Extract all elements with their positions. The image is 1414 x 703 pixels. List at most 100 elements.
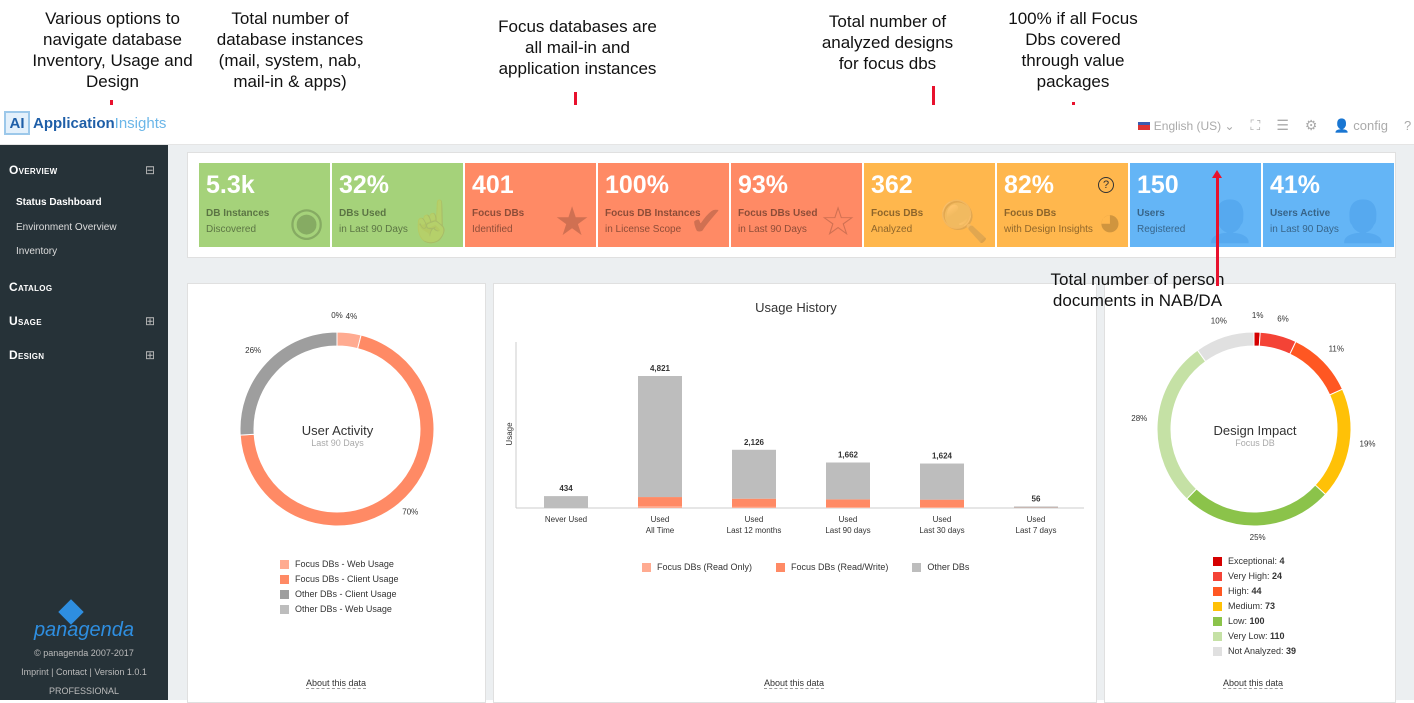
bar-segment[interactable]: [732, 507, 776, 508]
legend-label: Very High: 24: [1228, 571, 1282, 581]
legend-label: Focus DBs - Client Usage: [295, 574, 399, 584]
about-data-link[interactable]: About this data: [764, 678, 824, 689]
x-tick-label: Used: [745, 515, 764, 524]
bar-segment[interactable]: [544, 496, 588, 508]
legend-label: Focus DBs (Read/Write): [791, 562, 888, 572]
legend-swatch: [280, 575, 289, 584]
bar-segment[interactable]: [732, 450, 776, 499]
donut-slice[interactable]: [1187, 485, 1326, 526]
copyright: © panagenda 2007-2017: [0, 648, 168, 658]
kpi-value: 401: [472, 171, 589, 200]
bar-segment[interactable]: [638, 506, 682, 508]
about-data-link[interactable]: About this data: [306, 678, 366, 689]
legend-item[interactable]: Focus DBs (Read/Write): [776, 562, 888, 572]
sidebar-section-design[interactable]: Design⊞: [9, 348, 44, 362]
bar-segment[interactable]: [826, 507, 870, 508]
legend-item[interactable]: Exceptional: 4: [1213, 556, 1296, 566]
sidebar: Overview⊟ Status Dashboard Environment O…: [0, 145, 168, 700]
legend-item[interactable]: Medium: 73: [1213, 601, 1296, 611]
fullscreen-icon[interactable]: ⛶: [1251, 117, 1261, 134]
legend-label: Low: 100: [1228, 616, 1265, 626]
sidebar-section-usage[interactable]: Usage⊞: [9, 314, 42, 328]
legend-item[interactable]: Focus DBs (Read Only): [642, 562, 752, 572]
bar-segment[interactable]: [638, 497, 682, 506]
legend-item[interactable]: Other DBs - Web Usage: [280, 604, 399, 614]
sidebar-section-overview[interactable]: Overview⊟: [9, 163, 57, 177]
user-menu[interactable]: 👤 config: [1333, 118, 1388, 134]
slice-label: 6%: [1277, 315, 1289, 324]
legend-label: Exceptional: 4: [1228, 556, 1285, 566]
kpi-value: 32%: [339, 171, 456, 200]
legend-item[interactable]: Other DBs: [912, 562, 969, 572]
chart-title: Design Impact: [1105, 423, 1405, 438]
legend-item[interactable]: Not Analyzed: 39: [1213, 646, 1296, 656]
sidebar-item-status-dashboard[interactable]: Status Dashboard: [16, 197, 102, 208]
legend-item[interactable]: High: 44: [1213, 586, 1296, 596]
legend: Focus DBs (Read Only) Focus DBs (Read/Wri…: [642, 562, 969, 577]
legend-swatch: [1213, 617, 1222, 626]
x-tick-label: Last 90 days: [825, 526, 870, 535]
bar-value-label: 1,662: [838, 450, 859, 459]
bar-segment[interactable]: [920, 500, 964, 507]
expand-icon[interactable]: ⊞: [145, 314, 155, 328]
help-icon[interactable]: ?: [1404, 118, 1414, 133]
bar-segment[interactable]: [1014, 506, 1058, 507]
legend-item[interactable]: Focus DBs - Client Usage: [280, 574, 399, 584]
footer-links[interactable]: Imprint | Contact | Version 1.0.1: [0, 667, 168, 677]
annotation-arrow: [1216, 176, 1219, 286]
flag-icon: [1138, 122, 1150, 130]
sidebar-item-inventory[interactable]: Inventory: [16, 246, 57, 257]
design-impact-panel: 1%6%11%19%25%28%10% Design Impact Focus …: [1104, 283, 1396, 703]
legend-label: Other DBs: [927, 562, 969, 572]
sidebar-item-environment-overview[interactable]: Environment Overview: [16, 222, 117, 233]
bar-segment[interactable]: [826, 462, 870, 499]
legend-item[interactable]: Low: 100: [1213, 616, 1296, 626]
donut-slice[interactable]: [1197, 332, 1254, 362]
bar-segment[interactable]: [638, 376, 682, 497]
legend-item[interactable]: Focus DBs - Web Usage: [280, 559, 399, 569]
user-activity-panel: 4%70%26%0% User Activity Last 90 Days Fo…: [187, 283, 486, 703]
bar-value-label: 434: [559, 484, 573, 493]
user-icon: 👤: [1205, 198, 1255, 245]
annotation-2: Total number of database instances (mail…: [205, 8, 375, 92]
annotation-3: Focus databases are all mail-in and appl…: [490, 16, 665, 79]
menu-icon[interactable]: ☰: [1276, 117, 1289, 134]
legend-label: Medium: 73: [1228, 601, 1275, 611]
collapse-icon[interactable]: ⊟: [145, 163, 155, 177]
y-axis-label: Usage: [505, 422, 514, 446]
kpi-value: 362: [871, 171, 988, 200]
gear-icon[interactable]: ⚙: [1305, 117, 1318, 134]
legend: Exceptional: 4 Very High: 24 High: 44 Mediu…: [1213, 556, 1296, 661]
donut-slice[interactable]: [1259, 332, 1296, 354]
legend-item[interactable]: Very High: 24: [1213, 571, 1296, 581]
sidebar-section-catalog[interactable]: Catalog: [9, 280, 52, 294]
legend-item[interactable]: Other DBs - Client Usage: [280, 589, 399, 599]
bar-segment[interactable]: [732, 499, 776, 507]
legend-swatch: [1213, 632, 1222, 641]
legend-swatch: [1213, 647, 1222, 656]
help-icon[interactable]: ?: [1098, 177, 1114, 193]
about-data-link[interactable]: About this data: [1223, 678, 1283, 689]
panagenda-logo: panagenda: [0, 619, 168, 642]
donut-slice[interactable]: [337, 332, 361, 349]
bar-segment[interactable]: [826, 499, 870, 507]
bar-segment[interactable]: [920, 464, 964, 500]
legend-item[interactable]: Very Low: 110: [1213, 631, 1296, 641]
expand-icon[interactable]: ⊞: [145, 348, 155, 362]
bar-segment[interactable]: [920, 507, 964, 508]
legend-swatch: [280, 560, 289, 569]
language-selector[interactable]: English (US) ⌄: [1138, 119, 1234, 133]
